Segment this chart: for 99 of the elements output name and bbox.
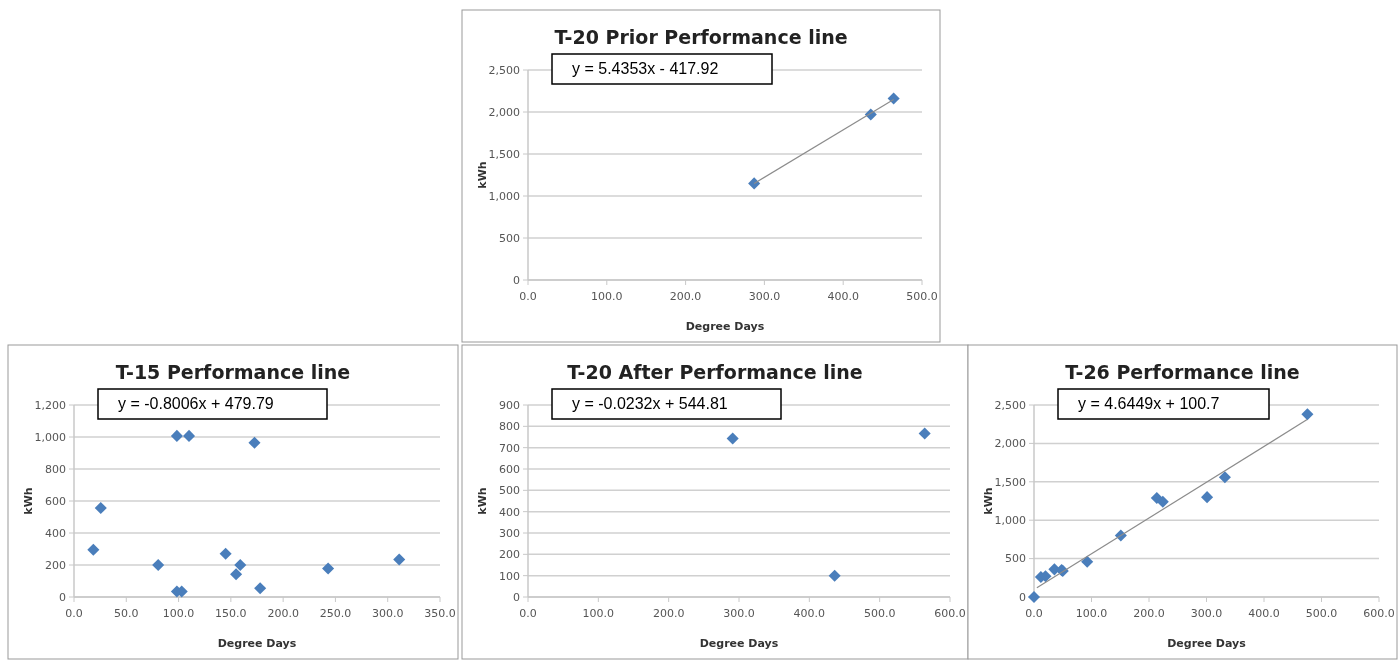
y-tick-label: 0 — [513, 273, 520, 287]
y-axis-title: kWh — [476, 487, 489, 515]
point — [254, 582, 267, 595]
y-tick-label: 1,000 — [34, 430, 66, 444]
point — [1301, 408, 1314, 421]
y-tick-label: 1,000 — [488, 189, 520, 203]
point — [87, 543, 100, 556]
point — [322, 562, 335, 575]
point — [230, 568, 243, 581]
x-tick-label: 300.0 — [723, 607, 755, 620]
y-tick-label: 300 — [499, 526, 520, 540]
x-tick-label: 500.0 — [863, 607, 896, 620]
y-tick-label: 800 — [499, 420, 520, 434]
point — [1218, 471, 1231, 484]
y-tick-label: 1,000 — [994, 514, 1026, 528]
point — [170, 429, 183, 442]
chart-title: T-20 Prior Performance line — [554, 26, 848, 48]
x-tick-label: 0.0 — [519, 290, 537, 303]
y-tick-label: 500 — [499, 231, 520, 245]
text-box: y = -0.8006x + 479.79 — [97, 388, 328, 420]
annotation: y = 4.6449x + 100.7 — [1078, 395, 1220, 412]
x-tick-label: 300.0 — [371, 607, 404, 620]
y-tick-label: 1,500 — [488, 147, 520, 161]
x-tick-label: 400.0 — [827, 290, 859, 303]
text-box: y = 5.4353x - 417.92 — [551, 53, 773, 85]
x-tick-label: 500.0 — [906, 290, 938, 303]
x-tick-label: 600.0 — [934, 607, 966, 620]
y-tick-label: 0 — [59, 590, 66, 604]
y-tick-label: 2,500 — [994, 398, 1026, 412]
point — [234, 558, 247, 572]
y-tick-label: 600 — [45, 494, 66, 508]
y-tick-label: 800 — [45, 462, 66, 476]
annotation: y = 5.4353x - 417.92 — [572, 60, 719, 77]
y-tick-label: 2,000 — [994, 437, 1026, 451]
point — [748, 177, 761, 190]
x-tick-label: 100.0 — [162, 607, 195, 620]
y-tick-label: 2,500 — [488, 63, 520, 77]
annotation: y = -0.0232x + 544.81 — [572, 395, 728, 412]
x-tick-label: 100.0 — [591, 290, 623, 303]
y-tick-label: 600 — [499, 462, 520, 476]
x-tick-label: 300.0 — [748, 290, 781, 303]
annotation: y = -0.8006x + 479.79 — [118, 395, 274, 412]
y-axis-title: kWh — [982, 487, 995, 515]
point — [918, 427, 931, 440]
x-tick-label: 200.0 — [267, 607, 299, 620]
x-tick-label: 0.0 — [519, 607, 537, 620]
text-box: y = 4.6449x + 100.7 — [1057, 388, 1270, 420]
x-tick-label: 200.0 — [1133, 607, 1165, 620]
point — [393, 553, 406, 566]
y-tick-label: 700 — [499, 441, 520, 455]
point — [1027, 590, 1041, 604]
y-tick-label: 0 — [1019, 590, 1026, 604]
x-tick-label: 500.0 — [1305, 607, 1338, 620]
point — [887, 92, 900, 105]
x-tick-label: 150.0 — [215, 607, 247, 620]
x-tick-label: 200.0 — [669, 290, 702, 303]
x-axis-title: Degree Days — [699, 637, 779, 650]
y-tick-label: 200 — [499, 548, 520, 562]
y-tick-label: 200 — [45, 558, 66, 572]
point — [828, 569, 841, 582]
x-tick-label: 350.0 — [424, 607, 456, 620]
y-tick-label: 1,200 — [34, 398, 66, 412]
y-tick-label: 0 — [513, 590, 520, 604]
chart-title: T-15 Performance line — [115, 361, 351, 383]
x-tick-label: 50.0 — [114, 607, 139, 620]
y-tick-label: 400 — [499, 505, 520, 519]
y-tick-label: 500 — [499, 484, 520, 498]
point — [248, 436, 261, 449]
point — [1201, 491, 1214, 504]
x-axis-title: Degree Days — [685, 320, 765, 333]
x-axis-title: Degree Days — [1167, 637, 1247, 650]
y-axis-title: kWh — [476, 161, 489, 189]
x-tick-label: 100.0 — [582, 607, 615, 620]
x-tick-label: 0.0 — [1025, 607, 1043, 620]
x-tick-label: 400.0 — [793, 607, 826, 620]
x-tick-label: 400.0 — [1248, 607, 1280, 620]
y-axis-title: kWh — [22, 487, 35, 515]
x-tick-label: 600.0 — [1363, 607, 1395, 620]
y-tick-label: 100 — [499, 569, 520, 583]
y-tick-label: 500 — [1005, 552, 1026, 566]
chart-title: T-20 After Performance line — [567, 361, 863, 383]
x-tick-label: 200.0 — [652, 607, 685, 620]
point — [152, 558, 165, 572]
text-box: y = -0.0232x + 544.81 — [551, 388, 782, 420]
x-axis-title: Degree Days — [217, 637, 297, 650]
x-tick-label: 0.0 — [65, 607, 83, 620]
point — [182, 429, 196, 442]
point — [726, 432, 739, 445]
point — [94, 502, 107, 515]
point — [219, 547, 232, 560]
x-tick-label: 100.0 — [1075, 607, 1108, 620]
chart-title: T-26 Performance line — [1065, 361, 1300, 383]
y-tick-label: 400 — [45, 526, 66, 540]
y-tick-label: 2,000 — [488, 105, 520, 119]
point — [1081, 555, 1094, 568]
y-tick-label: 1,500 — [994, 475, 1026, 489]
x-tick-label: 300.0 — [1190, 607, 1223, 620]
y-tick-label: 900 — [499, 398, 520, 412]
x-tick-label: 250.0 — [319, 607, 352, 620]
